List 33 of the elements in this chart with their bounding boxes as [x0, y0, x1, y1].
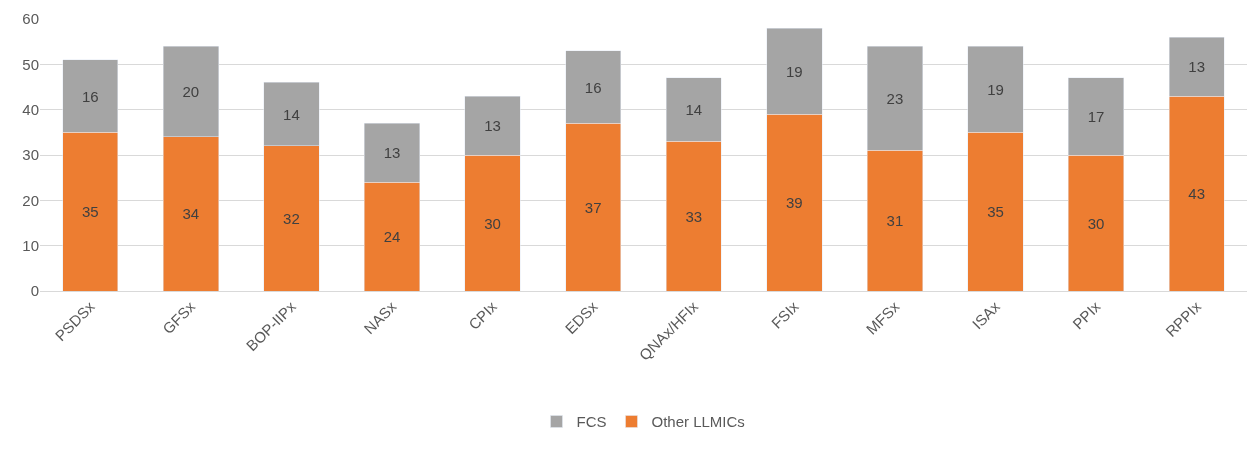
- data-label: 20: [182, 83, 200, 101]
- data-label: 43: [1188, 185, 1206, 203]
- data-label: 34: [182, 205, 200, 223]
- legend-label: FCS: [576, 413, 607, 431]
- data-label: 17: [1087, 107, 1105, 125]
- data-label: 19: [987, 80, 1004, 98]
- data-label: 30: [1087, 214, 1105, 232]
- data-label: 24: [383, 228, 401, 246]
- y-tick-label: 0: [30, 282, 39, 300]
- data-label: 32: [283, 209, 300, 227]
- legend-label: Other LLMICs: [651, 413, 745, 431]
- y-tick-label: 30: [22, 146, 39, 164]
- data-label: 19: [786, 62, 803, 80]
- data-label: 35: [987, 203, 1004, 221]
- y-tick-label: 10: [22, 236, 39, 254]
- y-tick-label: 40: [22, 100, 39, 118]
- data-label: 30: [484, 214, 501, 232]
- data-label: 33: [685, 207, 703, 225]
- data-label: 13: [383, 144, 401, 162]
- data-label: 13: [484, 117, 501, 135]
- data-label: 13: [1188, 58, 1206, 76]
- data-label: 39: [786, 194, 803, 212]
- data-label: 16: [584, 78, 602, 96]
- data-label: 23: [886, 89, 904, 107]
- data-label: 35: [81, 203, 99, 221]
- y-tick-label: 60: [22, 10, 39, 28]
- data-label: 14: [685, 101, 703, 119]
- y-tick-label: 50: [22, 55, 39, 73]
- data-label: 31: [886, 212, 904, 230]
- data-label: 14: [283, 105, 300, 123]
- data-label: 16: [81, 87, 99, 105]
- y-tick-label: 20: [22, 191, 39, 209]
- data-label: 37: [584, 198, 602, 216]
